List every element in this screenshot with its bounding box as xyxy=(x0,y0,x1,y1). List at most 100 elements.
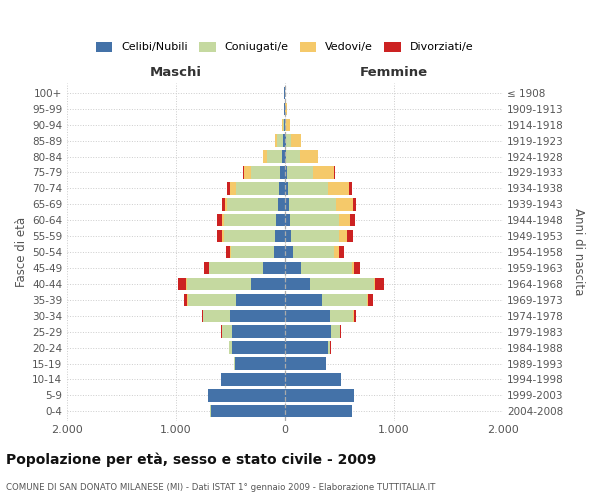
Bar xyxy=(291,230,339,242)
Bar xyxy=(353,198,356,210)
Bar xyxy=(284,278,310,290)
Bar xyxy=(284,294,322,306)
Bar xyxy=(227,198,278,210)
Bar xyxy=(284,405,352,417)
Text: Popolazione per età, sesso e stato civile - 2009: Popolazione per età, sesso e stato civil… xyxy=(6,452,376,467)
Bar xyxy=(230,182,236,194)
Bar xyxy=(287,166,313,178)
Bar xyxy=(334,166,335,178)
Bar xyxy=(284,214,290,226)
Bar xyxy=(284,150,286,163)
Bar xyxy=(289,198,335,210)
Bar xyxy=(286,134,290,147)
Bar xyxy=(224,214,277,226)
Text: Femmine: Femmine xyxy=(359,66,428,78)
Bar xyxy=(229,342,232,354)
Bar xyxy=(217,230,222,242)
Bar xyxy=(350,214,355,226)
Bar xyxy=(232,342,284,354)
Bar xyxy=(209,262,263,274)
Bar xyxy=(275,134,277,147)
Bar xyxy=(184,294,187,306)
Bar xyxy=(328,182,349,194)
Bar xyxy=(284,389,354,402)
Bar xyxy=(251,278,284,290)
Bar xyxy=(274,246,284,258)
Bar xyxy=(284,230,291,242)
Bar xyxy=(284,262,301,274)
Bar xyxy=(286,118,290,131)
Bar xyxy=(178,278,186,290)
Bar xyxy=(284,342,328,354)
Bar xyxy=(277,214,284,226)
Bar xyxy=(243,166,244,178)
Bar xyxy=(293,246,334,258)
Bar xyxy=(334,246,338,258)
Bar xyxy=(236,294,284,306)
Bar xyxy=(204,262,209,274)
Bar xyxy=(313,166,334,178)
Bar xyxy=(235,358,284,370)
Bar xyxy=(251,166,280,178)
Bar xyxy=(335,198,353,210)
Bar xyxy=(285,118,286,131)
Y-axis label: Anni di nascita: Anni di nascita xyxy=(572,208,585,296)
Bar xyxy=(339,214,350,226)
Bar xyxy=(284,326,331,338)
Bar xyxy=(244,166,251,178)
Bar xyxy=(226,246,230,258)
Bar xyxy=(277,134,283,147)
Bar xyxy=(349,182,352,194)
Bar xyxy=(222,326,232,338)
Bar xyxy=(203,310,230,322)
Bar xyxy=(290,134,301,147)
Bar xyxy=(284,166,287,178)
Bar xyxy=(267,150,283,163)
Bar xyxy=(284,134,286,147)
Bar xyxy=(236,182,278,194)
Bar xyxy=(222,230,224,242)
Legend: Celibi/Nubili, Coniugati/e, Vedovi/e, Divorziati/e: Celibi/Nubili, Coniugati/e, Vedovi/e, Di… xyxy=(96,42,473,52)
Bar xyxy=(284,358,326,370)
Bar xyxy=(202,310,203,322)
Bar xyxy=(283,150,284,163)
Bar xyxy=(331,326,340,338)
Bar xyxy=(284,246,293,258)
Bar xyxy=(275,230,284,242)
Bar xyxy=(347,230,353,242)
Bar xyxy=(284,373,341,386)
Bar xyxy=(280,166,284,178)
Bar xyxy=(221,198,226,210)
Bar xyxy=(230,310,284,322)
Bar xyxy=(353,310,356,322)
Bar xyxy=(231,246,274,258)
Bar xyxy=(232,326,284,338)
Bar xyxy=(227,182,230,194)
Bar xyxy=(233,358,235,370)
Bar xyxy=(226,198,227,210)
Bar xyxy=(283,134,284,147)
Bar xyxy=(284,198,289,210)
Bar xyxy=(286,150,300,163)
Bar xyxy=(310,278,374,290)
Bar xyxy=(288,182,328,194)
Bar xyxy=(224,230,275,242)
Bar xyxy=(301,262,352,274)
Bar xyxy=(374,278,384,290)
Bar xyxy=(284,182,288,194)
Bar xyxy=(322,294,367,306)
Bar xyxy=(187,278,251,290)
Bar xyxy=(221,373,284,386)
Bar xyxy=(330,310,353,322)
Y-axis label: Fasce di età: Fasce di età xyxy=(15,217,28,287)
Bar xyxy=(222,214,224,226)
Bar xyxy=(278,182,284,194)
Bar xyxy=(278,198,284,210)
Bar xyxy=(230,246,231,258)
Text: COMUNE DI SAN DONATO MILANESE (MI) - Dati ISTAT 1° gennaio 2009 - Elaborazione T: COMUNE DI SAN DONATO MILANESE (MI) - Dat… xyxy=(6,484,436,492)
Bar xyxy=(208,389,284,402)
Bar xyxy=(217,214,222,226)
Bar xyxy=(339,230,347,242)
Bar xyxy=(354,262,360,274)
Bar xyxy=(285,102,287,115)
